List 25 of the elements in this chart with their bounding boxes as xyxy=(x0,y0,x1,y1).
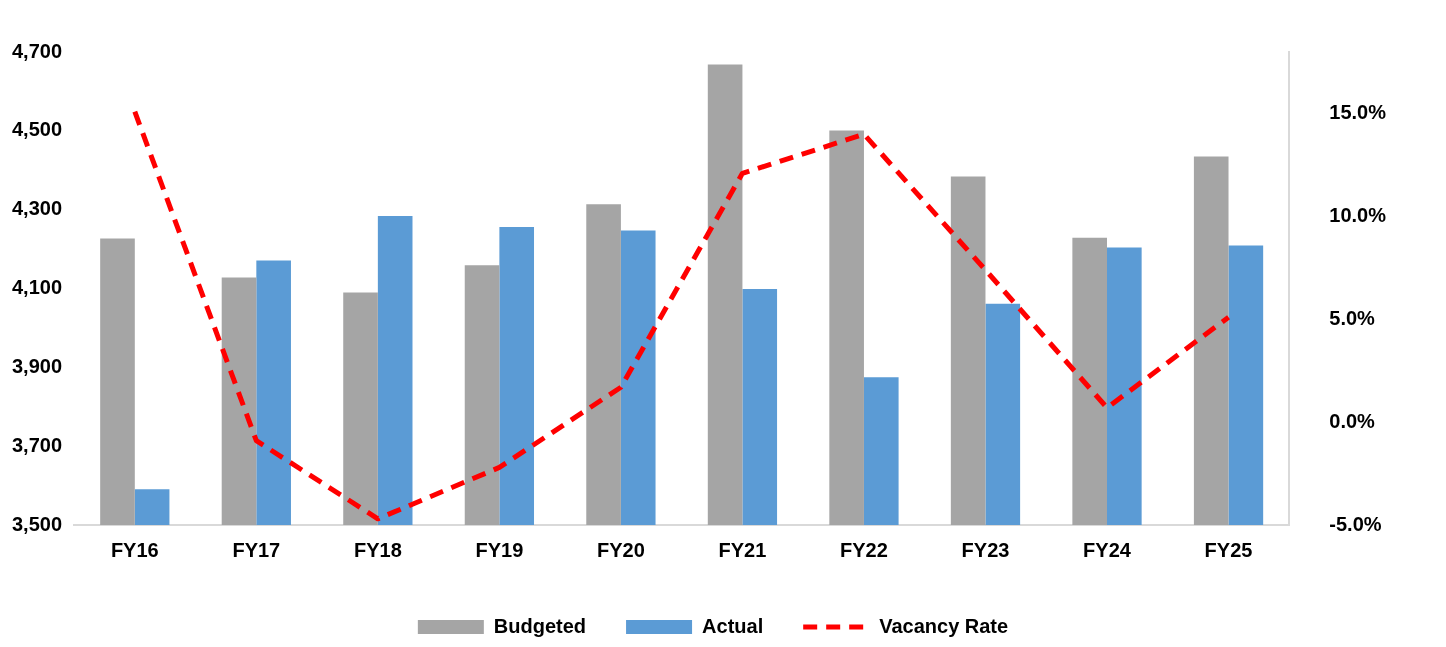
x-tick-label: FY25 xyxy=(1204,538,1253,561)
x-tick-label: FY22 xyxy=(840,538,888,561)
y2-tick-label: 15.0% xyxy=(1329,101,1387,124)
x-tick-label: FY18 xyxy=(353,538,402,561)
y-tick-label: 4,100 xyxy=(11,276,63,299)
y-tick-label: 4,300 xyxy=(11,197,63,220)
legend-label: Actual xyxy=(702,614,764,637)
x-tick-label: FY21 xyxy=(718,538,767,561)
y-tick-label: 3,500 xyxy=(11,512,63,535)
y-tick-label: 4,500 xyxy=(11,118,63,141)
legend-label: Budgeted xyxy=(493,614,587,637)
y-tick-label: 3,700 xyxy=(11,433,63,456)
x-tick-label: FY19 xyxy=(475,538,524,561)
y2-tick-label: 5.0% xyxy=(1329,306,1376,329)
y-tick-label: 3,900 xyxy=(11,354,63,377)
x-tick-label: FY20 xyxy=(597,538,645,561)
x-tick-label: FY24 xyxy=(1083,538,1132,561)
y2-tick-label: 10.0% xyxy=(1329,204,1387,227)
y2-tick-label: -5.0% xyxy=(1329,512,1382,535)
legend-label: Vacancy Rate xyxy=(879,614,1009,637)
y2-tick-label: 0.0% xyxy=(1329,409,1376,432)
y-tick-label: 4,700 xyxy=(11,39,63,62)
x-tick-label: FY16 xyxy=(110,538,159,561)
x-tick-label: FY17 xyxy=(232,538,281,561)
x-tick-label: FY23 xyxy=(961,538,1010,561)
